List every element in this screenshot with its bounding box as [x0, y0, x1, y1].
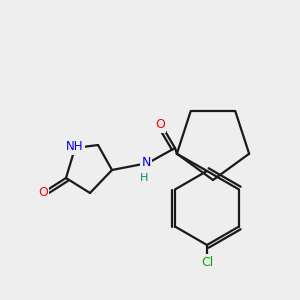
Text: Cl: Cl: [201, 256, 213, 268]
Text: H: H: [140, 173, 148, 183]
Text: N: N: [141, 155, 151, 169]
Text: O: O: [38, 185, 48, 199]
Text: NH: NH: [66, 140, 84, 154]
Text: O: O: [155, 118, 165, 131]
